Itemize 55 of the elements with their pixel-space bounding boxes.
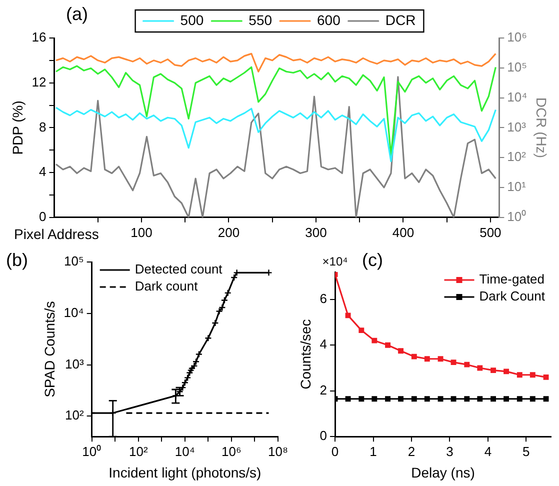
legend-label: 600	[317, 12, 341, 28]
y-tick-label: 12	[32, 74, 46, 90]
y-tick-label: 16	[32, 30, 46, 45]
y-axis-title: Counts/sec	[297, 319, 314, 390]
y2-tick-label: 10⁶	[507, 30, 527, 45]
y-tick-label: 8	[39, 119, 46, 134]
x-tick-label: 1	[370, 444, 377, 459]
y-tick-label: 10⁴	[64, 304, 84, 320]
chart-title: (b)	[6, 250, 28, 271]
legend-label: Detected count	[134, 262, 223, 277]
legend-label: 500	[180, 12, 204, 28]
chart-title: (c)	[362, 250, 383, 271]
x-tick-label: 200	[218, 224, 240, 240]
y-axis-title: SPAD Counts/s	[41, 301, 58, 398]
y-tick-label: 0	[39, 208, 46, 224]
legend-label: 550	[248, 12, 272, 28]
y-tick-label: 2	[320, 382, 328, 398]
x-axis-title: Delay (ns)	[411, 464, 475, 480]
legend-label: Dark count	[134, 278, 198, 294]
legend-label: Dark Count	[479, 288, 546, 304]
legend-label: DCR	[385, 12, 416, 28]
x-tick-label: 500	[480, 224, 502, 240]
x-tick-label: 5	[522, 444, 530, 459]
x-tick-label: 10²	[128, 444, 148, 459]
y2-tick-label: 10⁴	[507, 89, 528, 104]
y-tick-label: 4	[320, 336, 328, 352]
x-tick-label: 4	[484, 444, 492, 459]
x-tick-label: 300	[305, 224, 327, 240]
x-tick-label: 10⁶	[222, 444, 242, 459]
y2-tick-label: 10⁰	[507, 208, 527, 224]
chart-title: (a)	[66, 4, 88, 25]
y2-tick-label: 10²	[507, 149, 527, 164]
y-tick-label: 10³	[65, 356, 85, 372]
y2-tick-label: 10¹	[507, 179, 527, 194]
y2-axis-title: DCR (Hz)	[534, 97, 550, 158]
y-tick-label: 0	[320, 428, 328, 444]
text: ×10⁴	[322, 254, 348, 268]
y-axis-title: PDP (%)	[9, 100, 26, 155]
x-axis-title: Pixel Address	[14, 226, 99, 242]
y2-tick-label: 10³	[507, 119, 527, 134]
x-tick-label: 100	[130, 224, 152, 240]
legend-label: Time-gated	[479, 272, 545, 287]
x-axis-title: Incident light (photons/s)	[108, 464, 262, 480]
x-tick-label: 10⁸	[268, 444, 288, 459]
y-tick-label: 10²	[65, 408, 85, 423]
x-tick-label: 0	[331, 444, 339, 459]
y-tick-label: 10⁵	[64, 254, 84, 269]
y-tick-label: 4	[39, 164, 46, 180]
x-tick-label: 10⁰	[82, 444, 102, 459]
x-tick-label: 10⁴	[174, 444, 195, 459]
y-tick-label: 6	[320, 291, 328, 306]
x-tick-label: 3	[446, 444, 454, 459]
x-tick-label: 400	[392, 224, 414, 240]
x-tick-label: 2	[408, 444, 416, 459]
y2-tick-label: 10⁵	[507, 59, 528, 74]
